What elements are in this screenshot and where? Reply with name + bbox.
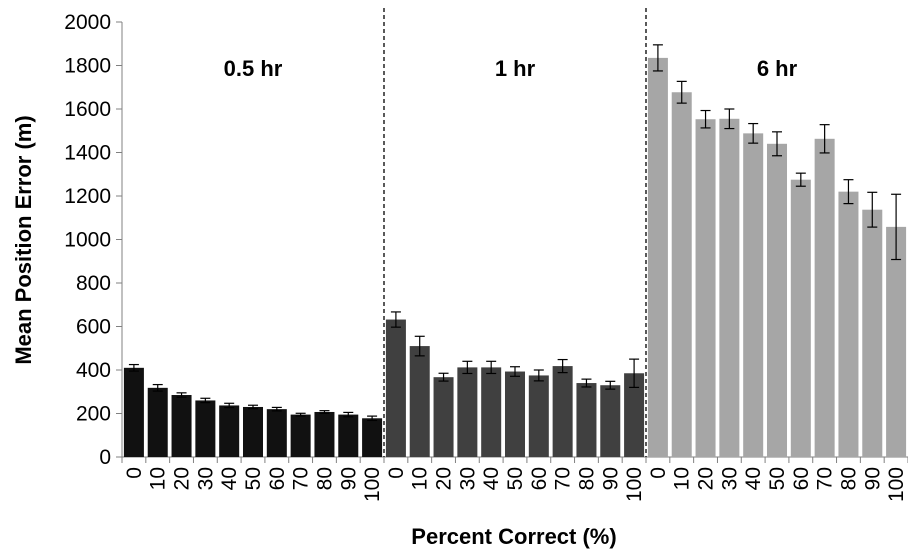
x-tick-label: 30: [194, 467, 217, 490]
y-tick-label: 0: [99, 446, 111, 469]
bar: [766, 143, 788, 458]
x-tick-label: 10: [147, 467, 170, 490]
x-tick-label: 0: [385, 467, 408, 479]
bar: [242, 406, 264, 457]
x-tick-label: 0: [647, 467, 670, 479]
bar: [695, 119, 716, 457]
bar: [457, 367, 478, 457]
bar: [576, 383, 597, 457]
bar: [552, 366, 573, 457]
x-tick-label: 100: [623, 467, 646, 502]
x-axis-title: Percent Correct (%): [411, 524, 616, 549]
y-tick-label: 400: [76, 359, 111, 382]
bar: [600, 385, 621, 457]
x-tick-label: 70: [552, 467, 575, 490]
x-tick-label: 70: [814, 467, 837, 490]
bar: [743, 133, 764, 458]
x-tick-label: 30: [456, 467, 479, 490]
bar: [266, 409, 287, 457]
y-tick-label: 600: [76, 316, 111, 339]
bar: [504, 371, 526, 457]
bar: [886, 226, 907, 457]
x-tick-label: 10: [409, 467, 432, 490]
bar: [123, 367, 144, 457]
x-tick-label: 20: [433, 467, 456, 490]
bar: [219, 405, 240, 457]
bar: [195, 400, 216, 457]
bar: [385, 319, 406, 457]
y-tick-label: 1000: [64, 229, 111, 252]
bar: [147, 387, 168, 457]
bar: [433, 377, 454, 457]
bar: [671, 92, 692, 457]
x-tick-label: 70: [290, 467, 313, 490]
y-tick-label: 1200: [64, 185, 111, 208]
bar: [290, 414, 311, 457]
bar: [481, 367, 502, 457]
bar: [362, 418, 383, 457]
bar: [314, 411, 335, 457]
x-tick-label: 50: [242, 467, 265, 490]
bar: [409, 346, 430, 457]
x-tick-label: 10: [671, 467, 694, 490]
x-tick-label: 40: [218, 467, 241, 490]
x-tick-label: 100: [361, 467, 384, 502]
group-label: 6 hr: [757, 56, 798, 81]
bar: [719, 118, 740, 457]
y-tick-label: 200: [76, 403, 111, 426]
x-tick-label: 60: [266, 467, 289, 490]
bar: [862, 209, 883, 457]
bar: [528, 375, 549, 457]
x-tick-label: 40: [480, 467, 503, 490]
bar: [338, 414, 359, 457]
x-tick-label: 40: [742, 467, 765, 490]
x-tick-label: 50: [766, 467, 789, 490]
x-tick-label: 60: [790, 467, 813, 490]
x-tick-label: 80: [575, 467, 598, 490]
x-tick-label: 60: [528, 467, 551, 490]
bar: [790, 179, 811, 457]
group-label: 0.5 hr: [224, 56, 283, 81]
x-tick-label: 90: [337, 467, 360, 490]
x-tick-label: 20: [171, 467, 194, 490]
bar: [624, 373, 645, 457]
x-tick-label: 50: [504, 467, 527, 490]
group-label: 1 hr: [495, 56, 536, 81]
bar: [838, 191, 859, 457]
x-tick-label: 90: [599, 467, 622, 490]
x-tick-label: 90: [861, 467, 884, 490]
x-tick-label: 30: [718, 467, 741, 490]
y-tick-label: 800: [76, 272, 111, 295]
y-tick-label: 1600: [64, 98, 111, 121]
y-tick-label: 1800: [64, 55, 111, 78]
bar: [814, 138, 835, 458]
bar: [647, 57, 668, 457]
x-tick-label: 80: [313, 467, 336, 490]
x-tick-label: 100: [885, 467, 908, 502]
bar: [171, 395, 192, 457]
x-tick-label: 80: [837, 467, 860, 490]
x-tick-label: 0: [123, 467, 146, 479]
x-tick-label: 20: [695, 467, 718, 490]
y-tick-label: 1400: [64, 142, 111, 165]
y-tick-label: 2000: [64, 11, 111, 34]
y-axis-title: Mean Position Error (m): [11, 115, 36, 364]
